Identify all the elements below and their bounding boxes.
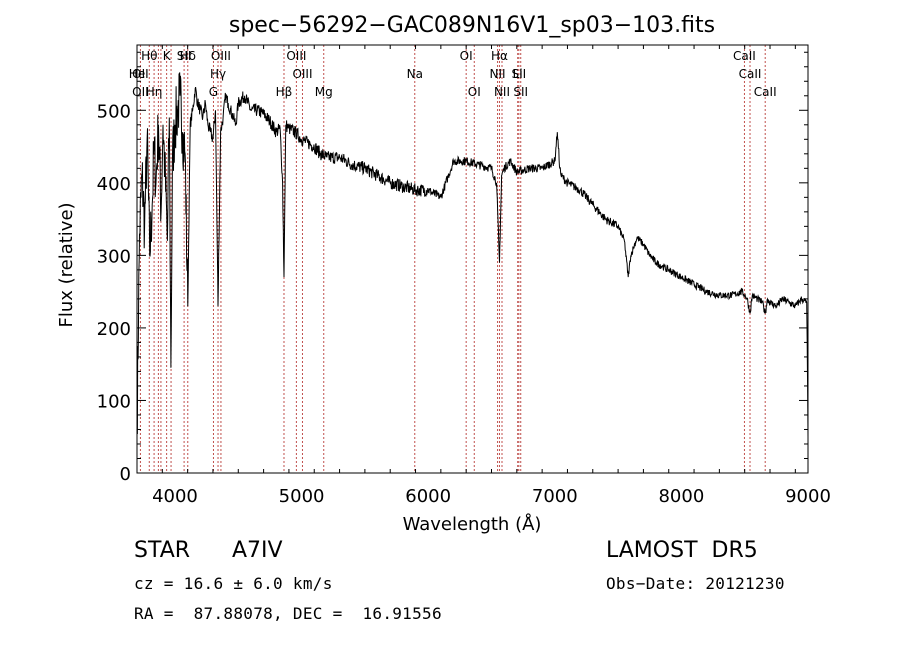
line-label: CaII [733,49,756,63]
line-label: NII [490,67,506,81]
object-class: STAR [134,538,191,563]
line-label: NII [494,85,510,99]
y-tick-label: 0 [120,464,131,485]
line-label: Hδ [180,49,196,63]
survey-release: LAMOST DR5 [606,538,758,563]
plot-frame [136,44,809,474]
line-label: SII [511,67,526,81]
line-label: K [163,49,172,63]
line-label: OIII [292,67,312,81]
obs-date: Obs−Date: 20121230 [606,574,785,593]
x-tick-label: 8000 [658,486,704,507]
y-axis-label: Flux (relative) [56,202,77,327]
x-axis-label: Wavelength (Å) [403,513,542,535]
line-label: OIII [211,49,231,63]
line-label: OI [468,85,481,99]
line-label: SII [513,85,528,99]
line-label: CaII [739,67,762,81]
spectrum-line [136,72,809,437]
x-tick-label: 6000 [405,486,451,507]
line-label: Li [513,67,523,81]
y-tick-label: 500 [97,101,131,122]
line-label: OIII [286,49,306,63]
x-tick-label: 5000 [279,486,325,507]
coordinates: RA = 87.88078, DEC = 16.91556 [134,604,442,623]
redshift-readout: cz = 16.6 ± 6.0 km/s [134,574,333,593]
x-tick-label: 7000 [532,486,578,507]
line-label: Mg [315,85,333,99]
x-tick-label: 4000 [152,486,198,507]
line-label: Hη [146,85,163,99]
line-label: Hα [491,49,508,63]
y-tick-label: 100 [97,391,131,412]
y-tick-label: 400 [97,174,131,195]
line-label: OI [460,49,473,63]
axes: 4000 5000 6000 7000 8000 9000 0 100 200 300 400 500 [97,44,831,507]
x-tick-label: 9000 [785,486,831,507]
line-label: OII [132,67,149,81]
line-label: Hγ [210,67,226,81]
line-label: Hβ [276,85,293,99]
line-label: CaII [754,85,777,99]
chart-title: spec−56292−GAC089N16V1_sp03−103.fits [229,13,715,38]
spectrum-layer [136,72,809,437]
line-label: SII [177,49,192,63]
object-subclass: A7IV [232,538,283,563]
line-label: OII [132,85,149,99]
line-label: Na [407,67,423,81]
y-tick-label: 300 [97,246,131,267]
line-label: Hθ [141,49,157,63]
y-tick-label: 200 [97,319,131,340]
line-label: G [209,85,218,99]
